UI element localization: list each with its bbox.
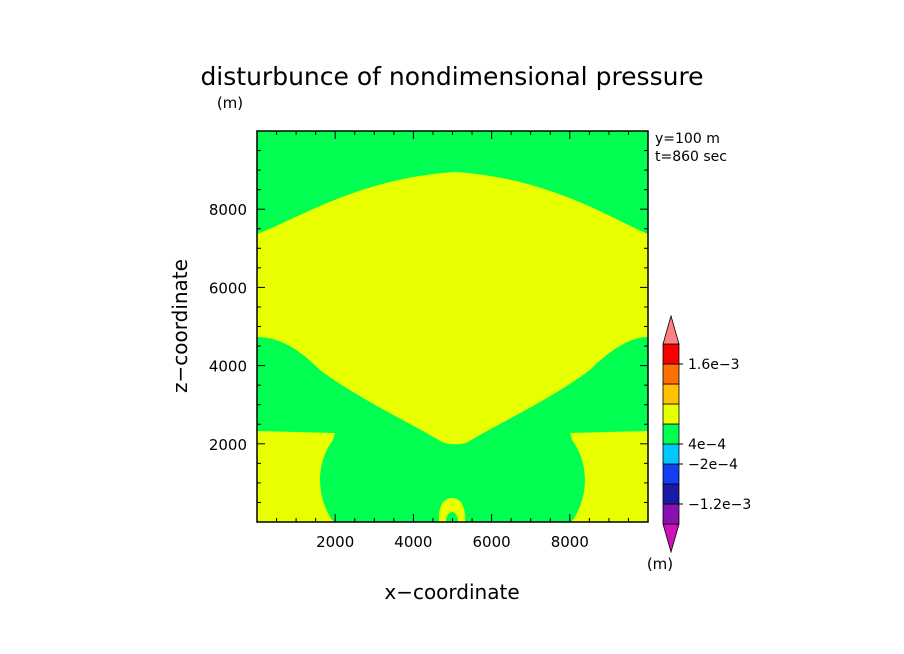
y-axis-label: z−coordinate bbox=[168, 259, 192, 393]
y-tick-label: 4000 bbox=[209, 358, 247, 376]
colorbar-segment bbox=[662, 343, 680, 365]
colorbar-segment bbox=[662, 483, 680, 505]
positive-region-left-lower bbox=[257, 431, 335, 522]
x-tick-label: 2000 bbox=[316, 533, 354, 551]
y-tick-label: 6000 bbox=[209, 279, 247, 297]
colorbar-segment bbox=[662, 443, 680, 465]
top-units-label: (m) bbox=[217, 94, 243, 112]
positive-region-right-lower bbox=[570, 431, 648, 522]
chart-title: disturbunce of nondimensional pressure bbox=[200, 62, 703, 91]
colorbar-segment bbox=[662, 423, 680, 445]
colorbar-max-triangle bbox=[662, 314, 680, 345]
positive-region-main bbox=[257, 172, 648, 445]
plot-area bbox=[256, 130, 649, 523]
x-tick-labels: 2000 4000 6000 8000 bbox=[316, 533, 589, 551]
y-tick-labels: 2000 4000 6000 8000 bbox=[209, 201, 247, 454]
x-axis-ticks bbox=[276, 131, 629, 522]
x-axis-label: x−coordinate bbox=[384, 580, 519, 604]
info-y-label: y=100 m bbox=[655, 131, 720, 147]
y-axis-ticks bbox=[257, 150, 648, 503]
colorbar-segment bbox=[662, 463, 680, 485]
colorbar-label: 1.6e−3 bbox=[688, 357, 740, 373]
colorbar: 1.6e−3 4e−4 −2e−4 −1.2e−3 bbox=[662, 314, 751, 554]
y-tick-label: 2000 bbox=[209, 436, 247, 454]
positive-region-center-bottom bbox=[438, 498, 466, 522]
x-tick-label: 8000 bbox=[551, 533, 589, 551]
info-t-label: t=860 sec bbox=[655, 149, 727, 165]
colorbar-min-triangle bbox=[662, 523, 680, 554]
colorbar-segment bbox=[662, 363, 680, 385]
negative-center-spot bbox=[446, 512, 458, 522]
colorbar-label: −1.2e−3 bbox=[688, 497, 751, 513]
y-tick-label: 8000 bbox=[209, 201, 247, 219]
colorbar-label: −2e−4 bbox=[688, 457, 738, 473]
colorbar-segment bbox=[662, 383, 680, 405]
colorbar-segment bbox=[662, 403, 680, 425]
colorbar-segment bbox=[662, 503, 680, 525]
colorbar-label: 4e−4 bbox=[688, 437, 726, 453]
x-tick-label: 4000 bbox=[394, 533, 432, 551]
x-tick-label: 6000 bbox=[473, 533, 511, 551]
colorbar-units-label: (m) bbox=[647, 555, 673, 573]
